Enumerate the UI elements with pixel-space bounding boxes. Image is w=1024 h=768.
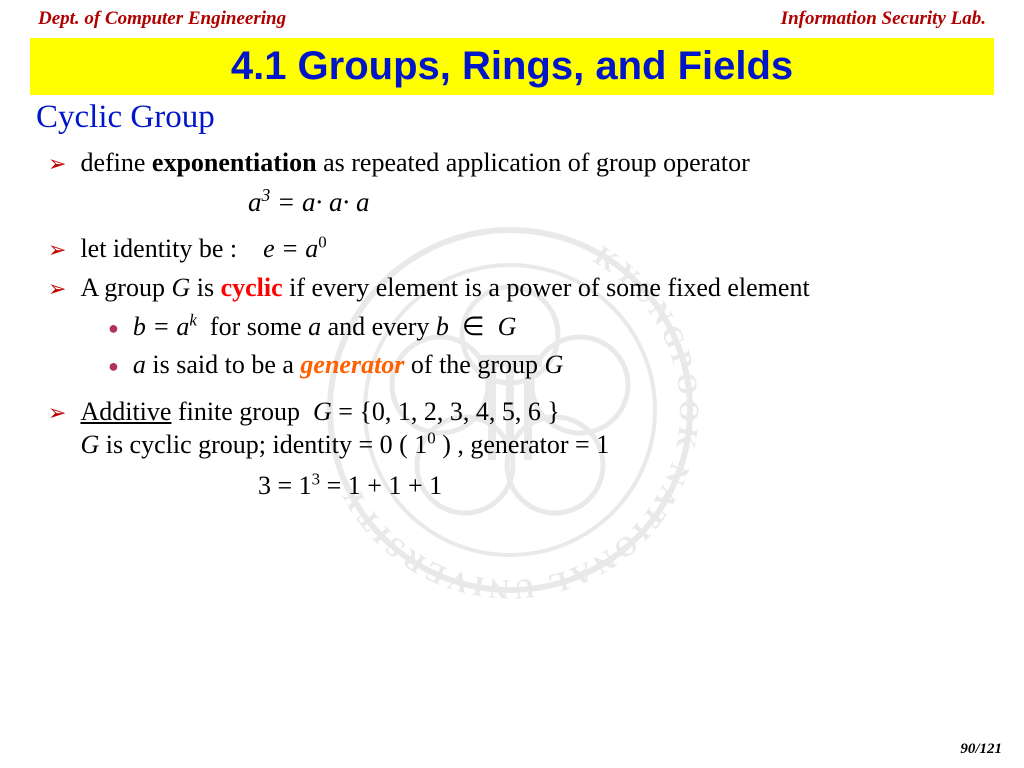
subbullet-text: a is said to be a generator of the group… — [133, 348, 988, 381]
bullet-text: Additive finite group G = {0, 1, 2, 3, 4… — [80, 395, 988, 462]
bullet-text: A group G is cyclic if every element is … — [80, 271, 988, 304]
subbullet-1: ● b = ak for some a and every b ∈ G — [108, 310, 988, 343]
bullet-1: ➢ define exponentiation as repeated appl… — [48, 146, 988, 179]
dot-icon: ● — [108, 317, 119, 340]
title-text: 4.1 Groups, Rings, and Fields — [231, 44, 793, 88]
bullet-text: define exponentiation as repeated applic… — [80, 146, 988, 179]
slide-content: ➢ define exponentiation as repeated appl… — [0, 146, 1024, 503]
subbullet-text: b = ak for some a and every b ∈ G — [133, 310, 988, 343]
dept-label: Dept. of Computer Engineering — [38, 8, 286, 30]
bullet-4: ➢ Additive finite group G = {0, 1, 2, 3,… — [48, 395, 988, 462]
slide-subtitle: Cyclic Group — [0, 95, 1024, 146]
page-number: 90/121 — [960, 741, 1002, 758]
bullet-3: ➢ A group G is cyclic if every element i… — [48, 271, 988, 304]
dot-icon: ● — [108, 355, 119, 378]
arrow-icon: ➢ — [48, 275, 66, 303]
arrow-icon: ➢ — [48, 236, 66, 264]
header-strip: Dept. of Computer Engineering Informatio… — [0, 0, 1024, 36]
slide-title: 4.1 Groups, Rings, and Fields — [30, 38, 994, 95]
equation-1: a3 = a· a· a — [248, 185, 988, 220]
subbullet-2: ● a is said to be a generator of the gro… — [108, 348, 988, 381]
arrow-icon: ➢ — [48, 150, 66, 178]
bullet-2: ➢ let identity be : e = a0 — [48, 232, 988, 265]
arrow-icon: ➢ — [48, 399, 66, 427]
equation-last: 3 = 13 = 1 + 1 + 1 — [258, 469, 988, 502]
bullet-text: let identity be : e = a0 — [80, 232, 988, 265]
lab-label: Information Security Lab. — [781, 8, 986, 30]
